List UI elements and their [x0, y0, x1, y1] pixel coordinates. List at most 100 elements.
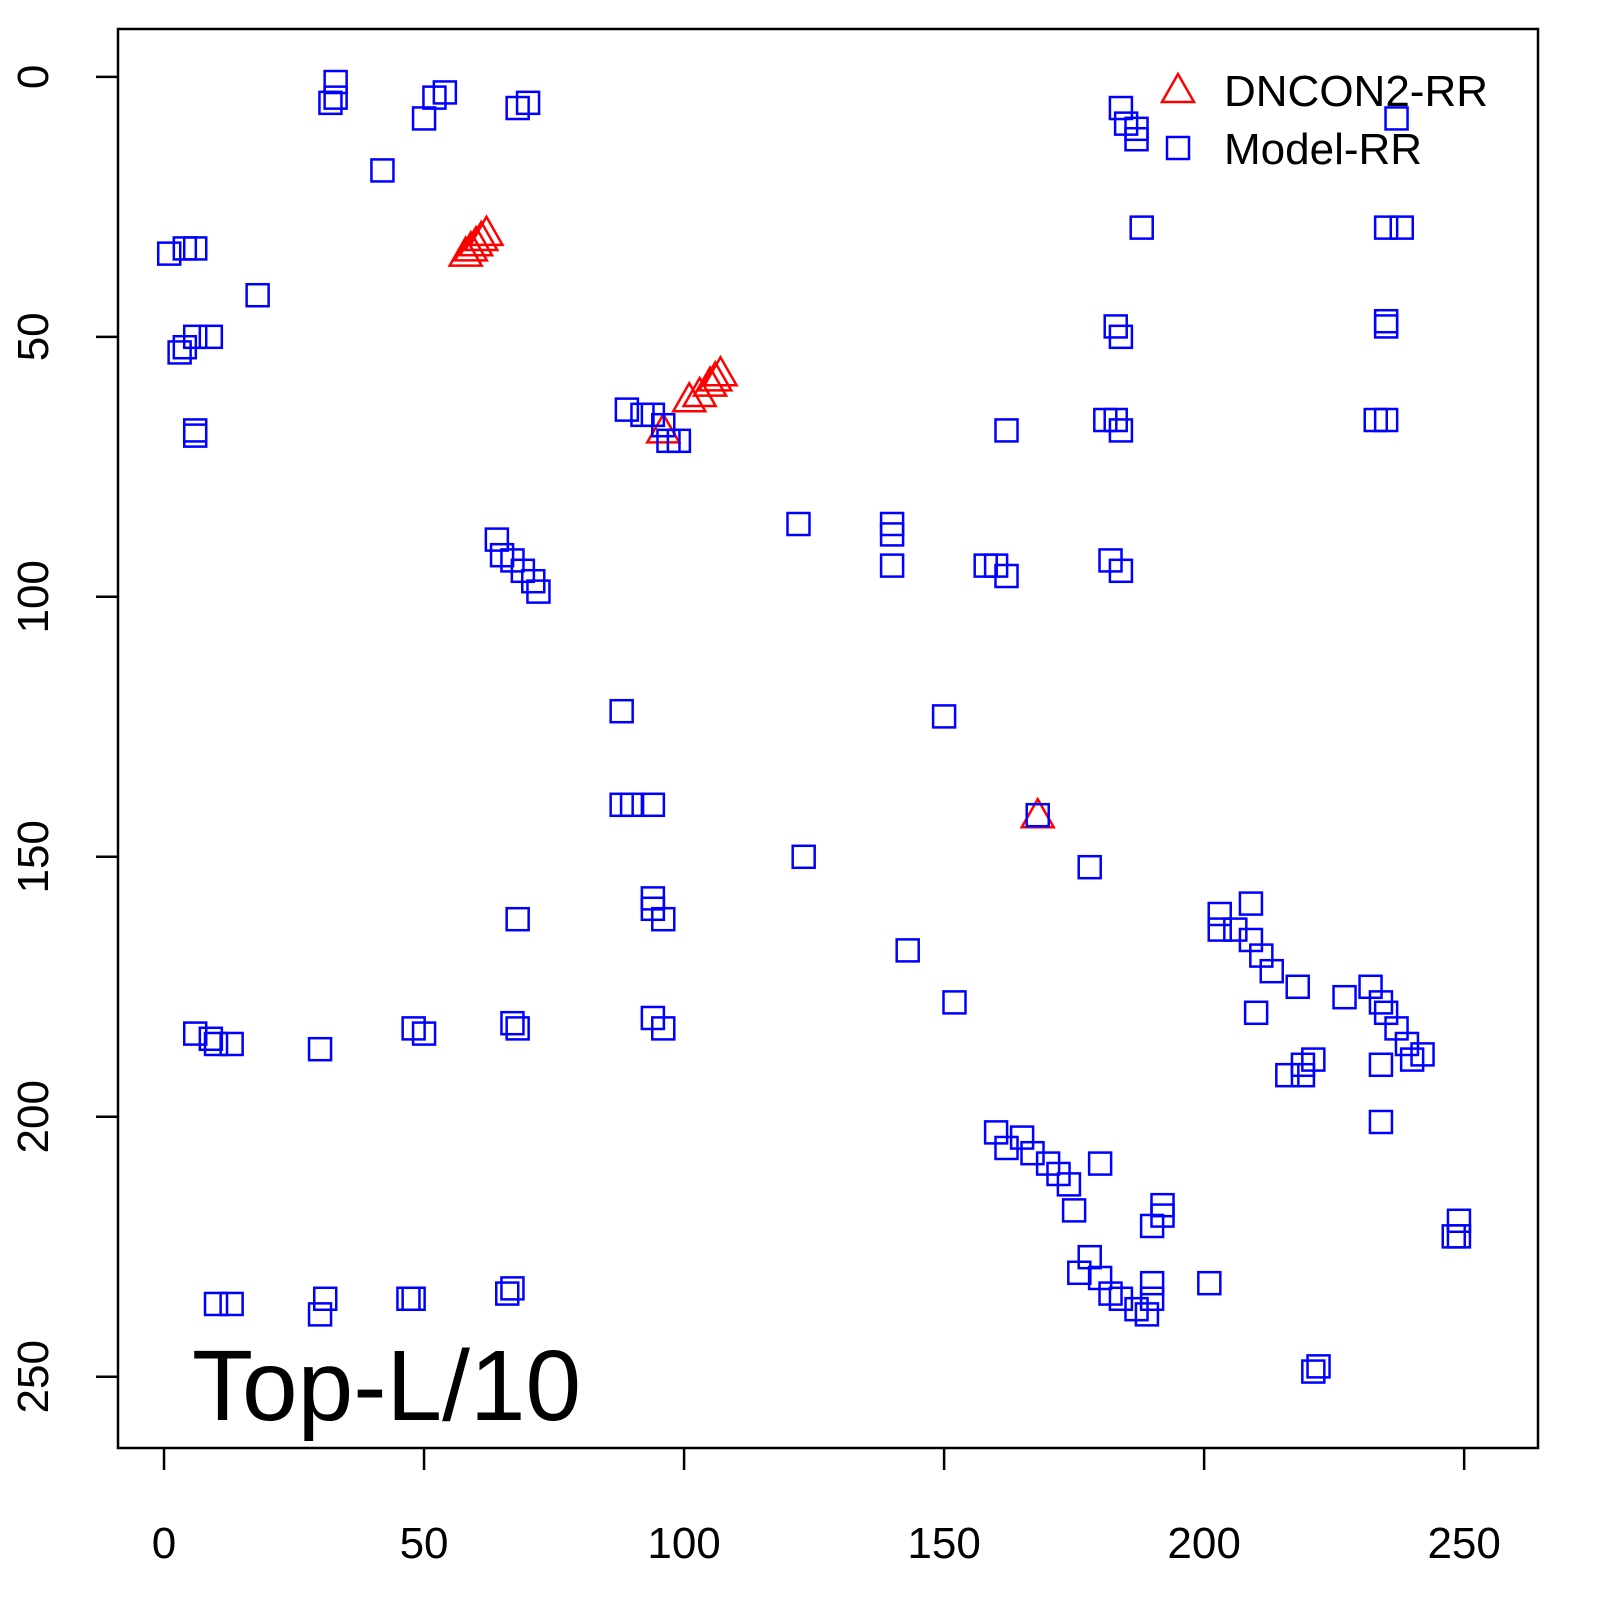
square-marker	[505, 1016, 530, 1041]
square-marker	[1373, 314, 1399, 339]
square-marker	[1368, 1109, 1394, 1135]
triangle-marker	[702, 354, 739, 387]
square-marker	[651, 906, 676, 932]
square-marker	[640, 792, 666, 818]
square-marker	[1124, 116, 1149, 142]
x-tick-label: 100	[647, 1519, 720, 1568]
triangle-marker	[697, 359, 734, 392]
square-marker	[182, 418, 208, 443]
legend-label: DNCON2-RR	[1224, 67, 1488, 116]
square-marker	[879, 553, 905, 578]
square-marker	[879, 522, 905, 547]
square-marker	[1332, 984, 1357, 1010]
square-marker	[401, 1286, 426, 1312]
y-tick-label: 200	[9, 1080, 58, 1153]
square-marker	[500, 1010, 525, 1036]
triangle-marker	[691, 365, 729, 397]
x-tick-label: 200	[1167, 1519, 1240, 1568]
x-tick-label: 250	[1427, 1519, 1500, 1568]
square-marker	[156, 241, 182, 266]
square-marker	[1207, 901, 1232, 927]
square-marker	[1197, 1270, 1222, 1296]
square-marker	[198, 324, 224, 350]
x-tick-label: 0	[152, 1519, 176, 1568]
square-marker	[1446, 1208, 1472, 1234]
square-marker	[1259, 958, 1284, 984]
square-marker	[182, 1021, 208, 1046]
square-marker	[526, 579, 551, 604]
square-marker	[182, 423, 208, 448]
square-marker	[505, 95, 530, 121]
square-marker	[1077, 854, 1102, 880]
square-marker	[172, 334, 198, 360]
square-marker	[245, 282, 270, 308]
square-marker	[1373, 215, 1399, 240]
square-marker	[172, 236, 198, 261]
square-marker	[411, 1021, 437, 1046]
y-tick-label: 250	[9, 1340, 58, 1413]
square-marker	[307, 1036, 333, 1062]
y-tick-label: 100	[9, 560, 58, 633]
square-marker	[323, 69, 348, 95]
square-marker	[1363, 407, 1388, 433]
x-tick-label: 50	[400, 1519, 449, 1568]
square-marker	[994, 563, 1019, 589]
square-marker	[1285, 974, 1310, 1000]
square-marker	[942, 990, 967, 1015]
square-marker	[1446, 1224, 1472, 1249]
square-marker	[1150, 1203, 1175, 1228]
square-marker	[1129, 215, 1154, 240]
square-marker	[505, 906, 530, 932]
triangle-marker	[452, 229, 490, 262]
square-marker	[1389, 215, 1414, 240]
square-marker	[1139, 1286, 1165, 1312]
plot-frame	[116, 27, 1540, 1450]
triangle-marker	[671, 380, 708, 413]
square-marker	[198, 1026, 224, 1052]
square-marker	[656, 428, 681, 454]
y-tick-label: 0	[9, 65, 58, 89]
square-marker	[895, 938, 920, 963]
square-marker	[495, 1281, 520, 1306]
square-marker	[203, 1291, 229, 1317]
legend-label: Model-RR	[1224, 125, 1422, 174]
square-marker	[1108, 95, 1134, 121]
square-marker	[1441, 1224, 1467, 1249]
square-marker	[786, 511, 811, 537]
square-marker	[500, 1276, 525, 1301]
triangle-marker	[468, 214, 505, 247]
square-marker	[1025, 802, 1050, 828]
triangle-marker	[447, 235, 484, 267]
square-marker	[323, 85, 348, 110]
square-marker	[1238, 891, 1264, 916]
square-marker	[609, 698, 634, 724]
square-marker	[432, 80, 458, 105]
square-marker	[370, 158, 395, 183]
square-marker	[1384, 106, 1409, 131]
square-marker	[1290, 1062, 1316, 1088]
triangle-marker	[645, 411, 682, 444]
triangle-marker	[463, 219, 500, 252]
square-marker	[396, 1286, 421, 1312]
square-marker	[411, 106, 437, 131]
square-marker	[1093, 407, 1118, 433]
annotation: Top-L/10	[192, 1330, 581, 1442]
square-marker	[318, 90, 343, 116]
square-marker	[1207, 917, 1232, 942]
square-marker	[484, 527, 510, 552]
square-marker	[307, 1302, 333, 1327]
square-marker	[931, 704, 957, 729]
triangle-marker	[457, 224, 495, 257]
triangle-marker	[681, 375, 718, 408]
square-marker	[1108, 558, 1134, 584]
square-marker	[219, 1291, 244, 1317]
square-marker	[614, 397, 640, 422]
square-marker	[1108, 324, 1134, 350]
x-tick-label: 150	[907, 1519, 980, 1568]
square-marker	[1061, 1198, 1087, 1223]
square-marker	[1139, 1270, 1165, 1296]
square-marker	[1301, 1359, 1326, 1384]
square-marker	[1134, 1302, 1160, 1327]
y-tick-label: 150	[9, 820, 58, 893]
square-marker	[651, 1016, 676, 1041]
